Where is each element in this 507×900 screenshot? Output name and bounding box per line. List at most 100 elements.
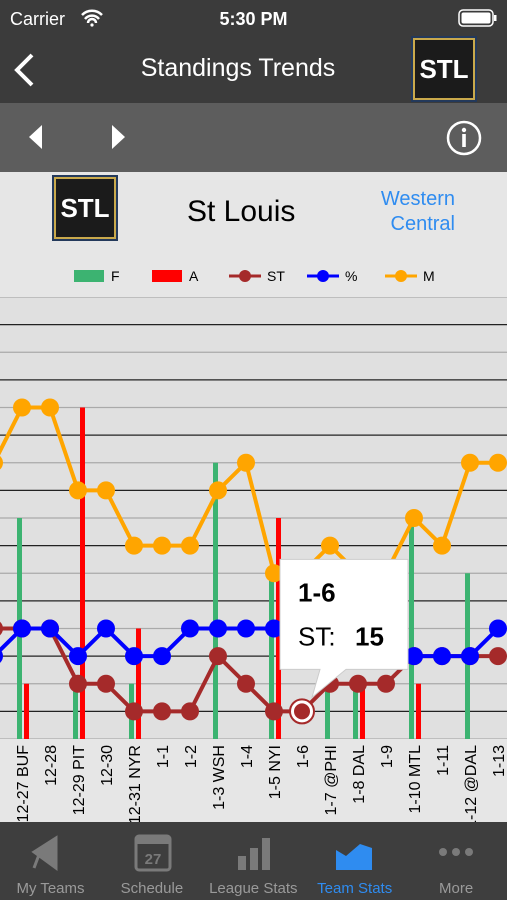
clock: 5:30 PM — [219, 9, 288, 29]
legend-swatch — [385, 270, 417, 282]
nav-logo[interactable]: STL — [411, 36, 477, 102]
bar — [416, 683, 421, 739]
point — [349, 674, 367, 693]
nav-title: Standings Trends — [140, 54, 336, 82]
x-tick-label: 12-30 — [99, 745, 116, 786]
tooltip-box — [279, 558, 409, 699]
swatch-bar — [152, 270, 182, 282]
point — [433, 647, 451, 666]
team-logo: STL — [52, 175, 118, 241]
bar — [360, 683, 365, 739]
swatch-dot — [395, 270, 407, 282]
x-tick-label: 1-8 DAL — [351, 745, 368, 804]
point — [209, 619, 227, 638]
tab-bar: 27 My Teams Schedule League Stats Team Stat… — [0, 822, 507, 900]
point — [97, 619, 115, 638]
point — [181, 619, 199, 638]
bar — [325, 683, 330, 739]
point — [13, 619, 31, 638]
prev-button[interactable] — [26, 123, 46, 151]
team-header: STL St Louis Western Central — [0, 172, 507, 255]
next-button[interactable] — [108, 123, 128, 151]
point — [237, 619, 255, 638]
point — [125, 536, 143, 555]
team-name: St Louis — [187, 195, 296, 228]
legend-label: ST — [267, 268, 285, 284]
legend-label: M — [423, 268, 435, 284]
tab-item[interactable]: Team Stats — [317, 880, 393, 897]
x-tick-label: 1-12 @DAL — [463, 745, 480, 822]
battery-icon — [458, 9, 497, 27]
x-tick-label: 12-29 PIT — [71, 745, 88, 815]
point — [153, 647, 171, 666]
point — [209, 647, 227, 666]
point — [321, 536, 339, 555]
point — [237, 453, 255, 472]
label-area — [0, 739, 507, 822]
point — [265, 564, 283, 583]
tab-item[interactable]: League Stats — [209, 880, 298, 897]
tooltip-label: ST: — [298, 621, 336, 651]
point — [461, 453, 479, 472]
legend-label: F — [111, 268, 120, 284]
point — [97, 481, 115, 500]
point — [125, 702, 143, 721]
status-bar: Carrier 5:30 PM — [0, 0, 507, 38]
point — [181, 536, 199, 555]
x-tick-label: 1-7 @PHI — [323, 745, 340, 815]
tooltip-title: 1-6 — [298, 577, 336, 607]
legend-swatch — [74, 270, 104, 282]
point — [489, 647, 507, 666]
x-tick-label: 12-24 — [0, 745, 4, 786]
tab-item[interactable]: My Teams — [16, 880, 85, 897]
x-tick-label: 1-11 — [435, 745, 452, 776]
point — [433, 536, 451, 555]
bar — [136, 628, 141, 739]
x-tick-label: 1-10 MTL — [407, 745, 424, 814]
division: Western Central — [360, 187, 455, 237]
x-tick-label: 1-1 — [155, 745, 172, 768]
point — [0, 649, 3, 663]
x-tick-label: 12-28 — [43, 745, 60, 786]
nav-bar: Standings Trends STL — [0, 36, 507, 103]
calendar-day: 27 — [145, 851, 162, 868]
legend-label: % — [345, 268, 358, 284]
conference: Western — [380, 188, 455, 210]
x-tick-label: 1-9 — [379, 745, 396, 768]
point — [13, 398, 31, 417]
x-tick-label: 12-27 BUF — [15, 745, 32, 822]
legend-swatch — [307, 270, 339, 282]
point — [69, 481, 87, 500]
legend-swatch — [229, 270, 261, 282]
point — [265, 702, 283, 721]
bar — [80, 407, 85, 739]
x-tick-label: 1-2 — [183, 745, 200, 768]
tooltip-value: 15 — [355, 621, 384, 651]
carrier: Carrier — [10, 9, 66, 29]
swatch-dot — [317, 270, 329, 282]
swatch-bar — [74, 270, 104, 282]
point — [97, 674, 115, 693]
bar — [269, 573, 274, 739]
x-tick-label: 1-13 — [491, 745, 507, 777]
point — [181, 702, 199, 721]
point — [265, 619, 283, 638]
bar — [409, 518, 414, 739]
info-button[interactable] — [446, 120, 482, 156]
point — [405, 647, 423, 666]
point — [489, 453, 507, 472]
point — [153, 536, 171, 555]
chart: 12-24 12-27 BUF 12-28 12-29 PIT 12-30 12-31 N… — [0, 297, 507, 822]
x-tick-label: 12-31 NYR — [127, 745, 144, 822]
tab-item[interactable]: Schedule — [120, 880, 184, 897]
point — [0, 621, 3, 636]
back-button[interactable] — [12, 52, 38, 88]
point — [405, 509, 423, 527]
x-tick-label: 1-6 — [295, 745, 312, 768]
point — [69, 674, 87, 693]
bar — [213, 462, 218, 739]
point — [41, 619, 59, 638]
tab-item[interactable]: More — [439, 880, 474, 897]
legend: F A ST% M — [0, 255, 507, 297]
